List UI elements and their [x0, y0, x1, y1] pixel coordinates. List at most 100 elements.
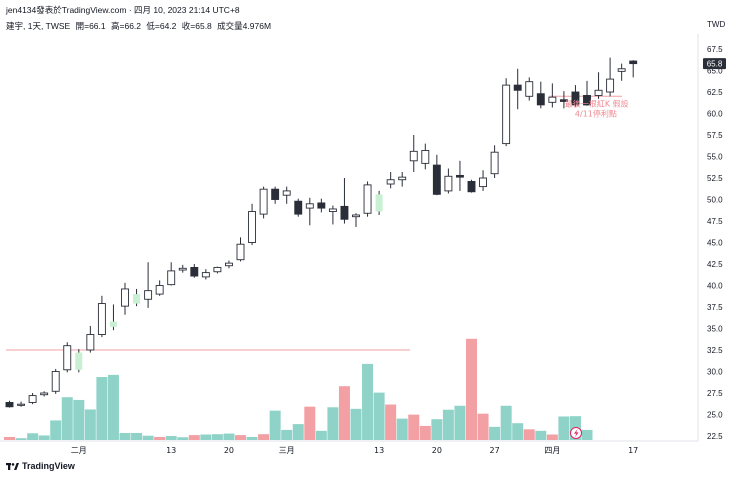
volume-bar: [200, 434, 212, 440]
candle-body: [444, 175, 453, 192]
price-axis[interactable]: 67.5 65.0 62.5 60.0 57.5 55.0 52.5 50.0 47.5 45.0…: [707, 45, 723, 441]
annotation-line-1: 最後一根紅K 假設: [565, 98, 629, 108]
candle-body: [63, 345, 72, 371]
volume-bar: [50, 420, 62, 440]
volume-value: 成交量4.976M: [217, 21, 272, 31]
volume-bar: [119, 432, 131, 440]
volume-bar: [535, 430, 547, 440]
volume-bar: [442, 409, 454, 440]
candle-body: [502, 84, 511, 145]
price-tick-label: 50.0: [707, 196, 723, 205]
candle-body: [548, 96, 557, 103]
candle-body: [421, 150, 430, 164]
candle-body: [17, 403, 25, 406]
candle-body: [133, 294, 141, 304]
candle-body: [594, 89, 603, 96]
time-tick-label: 27: [490, 446, 500, 455]
price-tick-label: 67.5: [707, 45, 723, 54]
volume-bar: [385, 404, 397, 440]
time-tick-label: 17: [628, 446, 638, 455]
candle-body: [467, 180, 476, 193]
candle-body: [5, 402, 14, 408]
brand-name: TradingView: [22, 461, 75, 471]
volume-bar: [15, 438, 27, 440]
candle-body: [617, 68, 626, 72]
candle-body: [190, 266, 199, 277]
candle-body: [513, 84, 522, 91]
volume-bar: [350, 408, 362, 440]
open-value: 開=66.1: [75, 21, 106, 31]
time-tick-label: 三月: [279, 446, 295, 455]
volume-bar: [373, 392, 385, 440]
volume-bar: [362, 363, 374, 440]
volume-bar: [142, 435, 154, 440]
candle-body: [282, 190, 291, 196]
candle-body: [386, 179, 395, 185]
candle-body: [363, 184, 372, 214]
candle-body: [178, 267, 187, 271]
last-price-tag: 65.8: [703, 58, 726, 70]
candle-body: [51, 371, 60, 392]
candle-body: [236, 243, 245, 261]
volume-bar: [84, 409, 96, 440]
volume-bar: [546, 434, 558, 440]
volume-bar: [489, 426, 501, 440]
candle-body: [97, 303, 106, 335]
volume-bar: [466, 338, 477, 440]
volume-bar: [512, 423, 524, 440]
candle-body: [248, 211, 257, 243]
price-tick-label: 42.5: [707, 260, 723, 269]
volume-bar: [558, 416, 570, 440]
volume-bar: [154, 436, 166, 440]
candle-body: [479, 177, 487, 188]
price-tick-label: 45.0: [707, 239, 723, 248]
volume-bar: [73, 399, 85, 440]
candle-body: [340, 205, 349, 220]
time-tick-label: 13: [374, 446, 384, 455]
low-value: 低=64.2: [146, 21, 177, 31]
time-tick-label: 20: [224, 446, 234, 455]
high-value: 高=66.2: [111, 21, 142, 31]
price-tick-label: 47.5: [707, 217, 723, 226]
volume-bar: [327, 407, 339, 440]
volume-series: [4, 338, 593, 440]
volume-bar: [38, 435, 50, 440]
candle-body: [86, 334, 95, 351]
volume-bar: [165, 436, 177, 440]
price-tick-label: 55.0: [707, 153, 723, 162]
candle-series: [5, 57, 638, 408]
candle-body: [525, 81, 534, 97]
symbol-label[interactable]: 建宇, 1天, TWSE: [6, 21, 71, 31]
price-tick-label: 62.5: [707, 88, 723, 97]
time-tick-label: 13: [166, 446, 176, 455]
volume-bar: [304, 406, 316, 440]
volume-bar: [258, 434, 270, 440]
volume-bar: [292, 424, 304, 440]
candle-body: [271, 188, 280, 200]
candle-body: [259, 188, 268, 215]
volume-bar: [338, 386, 350, 440]
candle-body: [409, 150, 418, 162]
volume-bar: [500, 405, 512, 440]
tradingview-brand: TradingView: [6, 461, 75, 471]
time-tick-label: 20: [432, 446, 442, 455]
volume-bar: [396, 418, 408, 440]
candle-body: [167, 270, 176, 286]
tradingview-logo-icon: [6, 462, 19, 470]
candle-body: [28, 395, 37, 403]
volume-bar: [408, 414, 420, 440]
candle-body: [571, 91, 580, 106]
candle-body: [144, 290, 153, 300]
volume-bar: [235, 435, 246, 440]
volume-bar: [281, 429, 293, 440]
candle-body: [432, 164, 441, 195]
volume-bar: [246, 436, 258, 440]
price-tick-label: 32.5: [707, 346, 723, 355]
time-axis[interactable]: 二月 13 20 三月 13 20 27 四月 17: [71, 446, 638, 455]
bolt-icon[interactable]: [570, 427, 582, 439]
volume-bar: [188, 435, 200, 440]
price-tick-label: 52.5: [707, 174, 723, 183]
candle-body: [317, 202, 326, 209]
candle-body: [629, 60, 638, 65]
